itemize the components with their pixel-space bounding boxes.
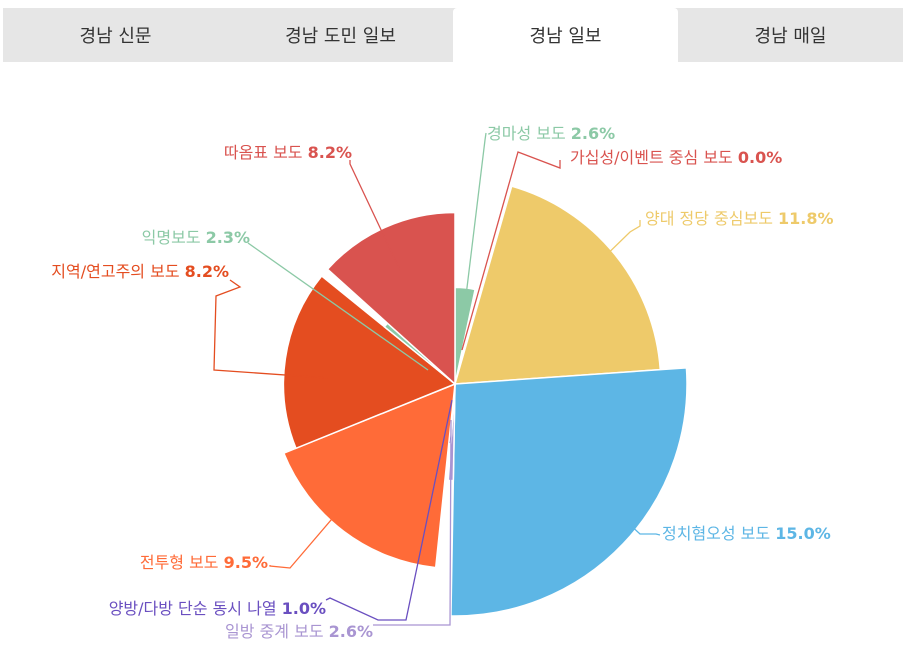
slice-label-name: 익명보도: [142, 228, 206, 247]
slice-label-양방-다방-단순-동시-나열: 양방/다방 단순 동시 나열 1.0%: [109, 599, 326, 618]
slice-label-name: 양대 정당 중심보도: [645, 209, 778, 228]
slice-label-value: 8.2%: [185, 262, 229, 281]
leader-line-양방-다방-단순-동시-나열: [325, 399, 453, 621]
slice-label-value: 2.6%: [571, 124, 615, 143]
pie-slice-정치혐오성-보도[interactable]: [450, 367, 688, 617]
slice-label-value: 2.6%: [329, 622, 373, 641]
pie-slice-따옴표-보도[interactable]: [326, 211, 456, 386]
leader-line-전투형-보도: [269, 491, 356, 569]
slice-label-양대-정당-중심보도: 양대 정당 중심보도 11.8%: [645, 209, 834, 228]
tab-bar: 경남 신문 경남 도민 일보 경남 일보 경남 매일: [3, 8, 903, 62]
slice-label-value: 15.0%: [775, 524, 831, 543]
slice-label-익명보도: 익명보도 2.3%: [142, 228, 250, 247]
slice-label-name: 지역/연고주의 보도: [51, 262, 184, 281]
slice-label-value: 8.2%: [308, 143, 352, 162]
slice-label-value: 9.5%: [224, 553, 268, 572]
slice-label-따옴표-보도: 따옴표 보도 8.2%: [224, 143, 352, 162]
tab-gyeongnam-maeil[interactable]: 경남 매일: [754, 26, 827, 47]
slice-label-name: 정치혐오성 보도: [662, 524, 775, 543]
tab-gyeongnam-domin-ilbo[interactable]: 경남 도민 일보: [285, 26, 396, 47]
slice-label-value: 1.0%: [282, 599, 326, 618]
slice-label-일방-중계-보도: 일방 중계 보도 2.6%: [225, 622, 373, 641]
leader-line-따옴표-보도: [349, 160, 401, 271]
leader-line-일방-중계-보도: [373, 419, 452, 626]
slice-label-name: 양방/다방 단순 동시 나열: [109, 599, 282, 618]
slice-label-value: 0.0%: [738, 148, 782, 167]
slice-label-지역-연고주의-보도: 지역/연고주의 보도 8.2%: [51, 262, 229, 281]
slice-label-name: 가십성/이벤트 중심 보도: [570, 148, 738, 167]
leader-line-지역-연고주의-보도: [213, 279, 329, 379]
slice-label-전투형-보도: 전투형 보도 9.5%: [140, 553, 268, 572]
pie-slice-양대-정당-중심보도[interactable]: [453, 185, 662, 385]
slice-label-정치혐오성-보도: 정치혐오성 보도 15.0%: [662, 524, 831, 543]
leader-line-양대-정당-중심보도: [592, 220, 641, 269]
leader-line-정치혐오성-보도: [624, 519, 661, 536]
slice-label-name: 따옴표 보도: [224, 143, 308, 162]
slice-label-value: 11.8%: [778, 209, 834, 228]
slice-label-name: 경마성 보도: [487, 124, 571, 143]
slice-label-경마성-보도: 경마성 보도 2.6%: [487, 124, 615, 143]
slice-label-value: 2.3%: [206, 228, 250, 247]
tab-gyeongnam-sinmun[interactable]: 경남 신문: [79, 26, 152, 47]
slice-label-name: 전투형 보도: [140, 553, 224, 572]
tab-gyeongnam-ilbo[interactable]: 경남 일보: [453, 8, 678, 62]
slice-label-가십성-이벤트-중심-보도: 가십성/이벤트 중심 보도 0.0%: [570, 148, 782, 167]
leader-line-경마성-보도: [459, 132, 487, 346]
leader-line-가십성-이벤트-중심-보도: [461, 151, 561, 351]
slice-label-name: 일방 중계 보도: [225, 622, 329, 641]
leader-line-익명보도: [247, 242, 429, 371]
